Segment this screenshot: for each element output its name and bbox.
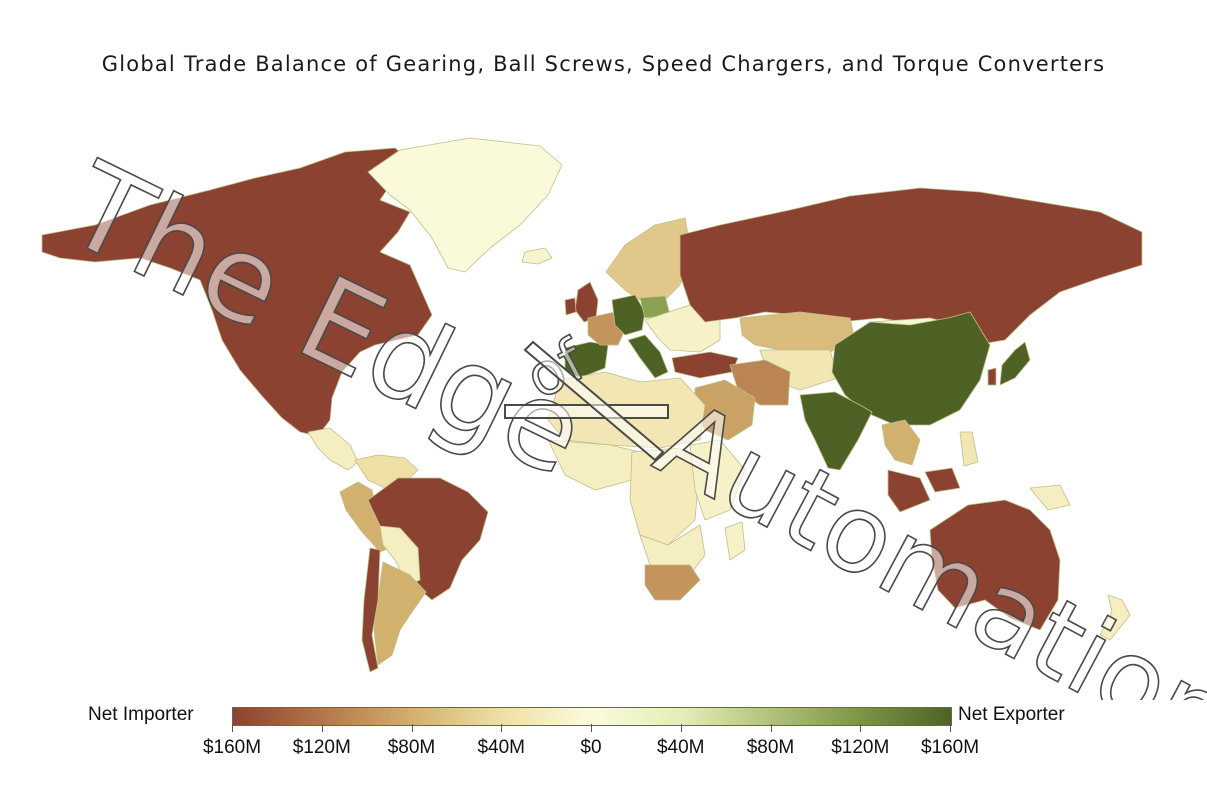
region-new-zealand [1099,594,1131,641]
legend-tick [950,724,951,732]
legend-tick-label: $120M [831,737,890,758]
region-north-america [41,147,433,437]
region-greenland [367,137,563,273]
legend-tick-label: $40M [656,737,705,758]
world-map [41,137,1143,673]
region-ireland [564,297,577,316]
region-west-africa [547,439,641,491]
region-india [799,391,873,471]
legend-tick [680,724,682,732]
region-japan [999,341,1031,386]
legend-tick [321,724,323,732]
region-madagascar [724,521,746,561]
legend-tick-label: $120M [292,737,351,758]
legend-max-label: Net Exporter [958,704,1065,725]
region-north-africa [547,371,706,449]
chart-title: Global Trade Balance of Gearing, Ball Sc… [101,52,1106,76]
region-malaysia [924,467,961,493]
region-united-kingdom [574,281,599,323]
legend-tick [860,724,862,732]
region-scandinavia [605,217,691,306]
region-germany [611,294,646,336]
world-map-svg [41,137,1143,673]
legend-tick-label: $80M [387,737,436,758]
legend-tick [501,724,503,732]
region-central-africa [629,447,701,546]
region-iceland [521,247,553,265]
legend-tick [770,724,772,732]
region-chile [361,547,381,673]
region-philippines [959,431,979,467]
legend-tick [411,724,413,732]
region-russia [679,187,1143,346]
region-indonesia [887,469,931,513]
legend-tick-label: $80M [746,737,795,758]
legend-tick-label: $0 [580,737,602,758]
legend-tick-label: $40M [477,737,526,758]
region-south-korea [987,367,997,386]
legend-tick-label: $160M [920,737,980,758]
color-legend: Net Importer Net Exporter $160M $120M $80M… [0,700,1207,790]
region-australia [929,499,1061,631]
region-central-america [307,427,359,471]
legend-tick [232,724,233,732]
region-turkey [671,351,739,379]
region-southeast-asia [881,419,921,466]
legend-tick [591,724,592,732]
region-papua-new-guinea [1029,484,1071,511]
legend-tick-label: $160M [202,737,262,758]
region-china [831,311,991,426]
legend-gradient-bar [232,707,952,726]
region-south-africa [644,564,701,601]
legend-min-label: Net Importer [88,704,194,725]
region-east-africa [689,439,746,521]
